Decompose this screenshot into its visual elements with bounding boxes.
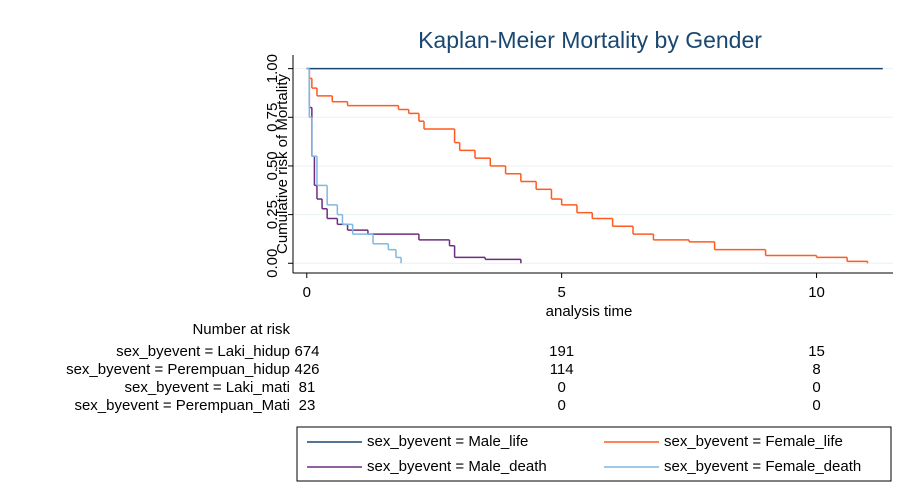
risk-row-label: sex_byevent = Laki_mati: [124, 379, 290, 396]
legend-box: [296, 426, 892, 482]
x-axis-title: analysis time: [546, 303, 633, 320]
risk-count: 0: [812, 397, 820, 414]
y-axis-title: Cumulative risk of Mortality: [274, 73, 291, 254]
y-tick-label: 0.00: [264, 249, 281, 278]
y-tick-label: 1.00: [264, 54, 281, 83]
risk-count: 191: [549, 343, 574, 360]
risk-count: 114: [550, 361, 574, 378]
risk-count: 81: [299, 379, 316, 396]
risk-count: 8: [812, 361, 820, 378]
risk-count: 674: [294, 343, 319, 360]
risk-count: 0: [557, 397, 565, 414]
chart-title: Kaplan-Meier Mortality by Gender: [418, 27, 762, 53]
risk-row-label: sex_byevent = Laki_hidup: [116, 343, 290, 360]
legend-label: sex_byevent = Female_death: [664, 458, 861, 475]
risk-count: 15: [808, 343, 825, 360]
x-tick-label: 0: [303, 284, 311, 301]
x-tick-label: 5: [557, 284, 565, 301]
risk-count: 0: [557, 379, 565, 396]
risk-count: 0: [812, 379, 820, 396]
risk-table-title: Number at risk: [192, 321, 290, 338]
y-tick-label: 0.75: [264, 103, 281, 132]
risk-count: 426: [294, 361, 319, 378]
legend-label: sex_byevent = Male_death: [367, 458, 547, 475]
risk-row-label: sex_byevent = Perempuan_Mati: [74, 397, 290, 414]
y-tick-label: 0.50: [264, 151, 281, 180]
y-tick-label: 0.25: [264, 200, 281, 229]
risk-count: 23: [299, 397, 316, 414]
legend-label: sex_byevent = Male_life: [367, 433, 528, 450]
risk-row-label: sex_byevent = Perempuan_hidup: [66, 361, 290, 378]
legend-label: sex_byevent = Female_life: [664, 433, 843, 450]
x-tick-label: 10: [808, 284, 825, 301]
